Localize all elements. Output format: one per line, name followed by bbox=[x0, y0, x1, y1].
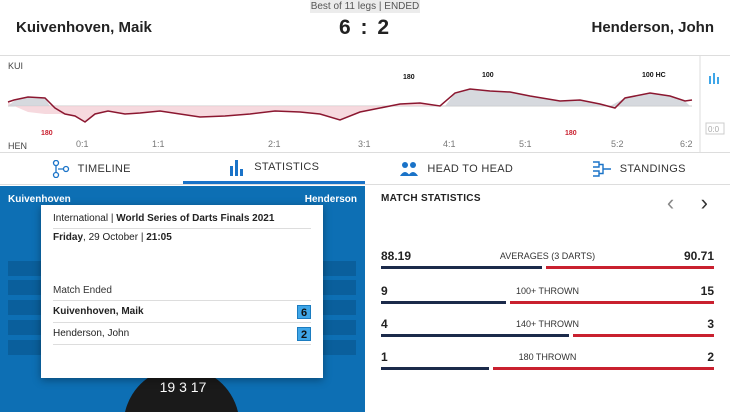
stat-bar-left bbox=[381, 334, 569, 337]
popup-player-row[interactable]: Henderson, John 2 bbox=[53, 323, 311, 345]
match-info-popup: International | World Series of Darts Fi… bbox=[41, 205, 323, 378]
side-box bbox=[705, 122, 725, 135]
player1-name[interactable]: Kuivenhoven, Maik bbox=[16, 19, 152, 36]
competition-line: International | World Series of Darts Fi… bbox=[53, 211, 311, 229]
popup-player-row[interactable]: Kuivenhoven, Maik 6 bbox=[53, 301, 311, 323]
tab-standings[interactable]: STANDINGS bbox=[548, 153, 730, 184]
annotation-180-bottom: 180 bbox=[41, 130, 53, 137]
stat-row: 9 100+ THROWN 15 bbox=[381, 284, 714, 304]
match-day: Friday bbox=[53, 232, 84, 243]
standings-icon bbox=[592, 160, 611, 177]
match-status: Best of 11 legs | ENDED bbox=[310, 0, 420, 13]
x-tick: 1:1 bbox=[152, 139, 165, 149]
stat-row: 4 140+ THROWN 3 bbox=[381, 317, 714, 337]
momentum-chart-svg: KUI HEN 0:1 1:1 2:1 3:1 4:1 5:1 5:2 6:2 … bbox=[7, 56, 725, 153]
stat-label: AVERAGES (3 DARTS) bbox=[499, 251, 596, 261]
tab-label: TIMELINE bbox=[77, 162, 131, 175]
chevron-right-icon[interactable]: › bbox=[700, 190, 708, 215]
annotation-100hc: 100 HC bbox=[642, 72, 666, 79]
tab-timeline[interactable]: TIMELINE bbox=[0, 153, 183, 184]
stat-bar-left bbox=[381, 301, 506, 304]
stat-right-value: 2 bbox=[707, 350, 714, 364]
head-to-head-icon bbox=[400, 161, 419, 176]
side-box-label: 0:0 bbox=[708, 125, 720, 134]
chart-top-label: KUI bbox=[8, 61, 23, 71]
match-date: , 29 October | bbox=[83, 232, 144, 243]
match-ended-label: Match Ended bbox=[53, 285, 311, 301]
competition-prefix: International | bbox=[53, 213, 114, 224]
board-numbers: 19 3 17 bbox=[160, 379, 207, 395]
stat-left-value: 4 bbox=[381, 317, 388, 331]
chart-area-negative bbox=[8, 102, 440, 122]
stat-bar-left bbox=[381, 367, 489, 370]
stat-left-value: 9 bbox=[381, 284, 388, 298]
chevron-left-icon[interactable]: ‹ bbox=[666, 190, 675, 215]
competition-name[interactable]: World Series of Darts Finals 2021 bbox=[116, 213, 275, 224]
stat-label: 140+ THROWN bbox=[515, 319, 580, 329]
match-score: 6 : 2 bbox=[338, 16, 392, 39]
tab-label: STANDINGS bbox=[619, 162, 686, 175]
chart-bars-icon[interactable] bbox=[709, 73, 719, 84]
stat-right-value: 15 bbox=[700, 284, 714, 298]
stat-bar-right bbox=[492, 367, 714, 370]
stat-label: 100+ THROWN bbox=[515, 286, 580, 296]
stat-bar-right bbox=[509, 301, 714, 304]
popup-player2-score: 2 bbox=[297, 326, 311, 341]
chart-x-ticks: 0:1 1:1 2:1 3:1 4:1 5:1 5:2 6:2 bbox=[76, 139, 693, 149]
match-statistics-panel: MATCH STATISTICS ‹ › 88.19 AVERAGES (3 D… bbox=[365, 186, 730, 412]
stat-left-value: 1 bbox=[381, 350, 388, 364]
match-time: 21:05 bbox=[146, 232, 172, 243]
stat-bar-right bbox=[546, 266, 714, 269]
chart-area-positive bbox=[8, 89, 690, 106]
x-tick: 0:1 bbox=[76, 139, 89, 149]
dartboard: 19 3 17 bbox=[125, 367, 238, 412]
x-tick: 6:2 bbox=[680, 139, 693, 149]
momentum-chart: KUI HEN 0:1 1:1 2:1 3:1 4:1 5:1 5:2 6:2 … bbox=[0, 56, 730, 153]
x-tick: 5:2 bbox=[611, 139, 624, 149]
board-away-name: Henderson bbox=[304, 194, 357, 205]
x-tick: 5:1 bbox=[519, 139, 532, 149]
player2-name[interactable]: Henderson, John bbox=[591, 19, 714, 36]
stats-nav: ‹ › bbox=[667, 190, 708, 216]
tab-head-to-head[interactable]: HEAD TO HEAD bbox=[365, 153, 548, 184]
statistics-icon bbox=[230, 160, 244, 176]
date-line: Friday, 29 October | 21:05 bbox=[53, 229, 311, 243]
tab-statistics[interactable]: STATISTICS bbox=[182, 153, 365, 184]
stat-row: 88.19 AVERAGES (3 DARTS) 90.71 bbox=[381, 249, 714, 269]
stat-row: 1 180 THROWN 2 bbox=[381, 350, 714, 370]
x-tick: 2:1 bbox=[268, 139, 281, 149]
stat-bar-left bbox=[381, 266, 543, 269]
tab-bar: TIMELINE STATISTICS HEAD TO HEAD STANDIN… bbox=[0, 153, 730, 185]
stat-left-value: 88.19 bbox=[381, 249, 412, 263]
stat-label: 180 THROWN bbox=[518, 352, 577, 362]
popup-player2: Henderson, John bbox=[53, 328, 130, 339]
annotation-180-bottom: 180 bbox=[565, 130, 577, 137]
x-tick: 4:1 bbox=[443, 139, 456, 149]
annotation-180: 180 bbox=[403, 74, 415, 81]
timeline-icon bbox=[52, 159, 69, 178]
stat-right-value: 90.71 bbox=[683, 249, 714, 263]
tab-label: HEAD TO HEAD bbox=[427, 162, 514, 175]
stat-bar-right bbox=[572, 334, 714, 337]
popup-player1: Kuivenhoven, Maik bbox=[53, 306, 144, 317]
annotation-100: 100 bbox=[482, 72, 494, 79]
chart-line bbox=[7, 88, 693, 123]
popup-player1-score: 6 bbox=[297, 304, 311, 319]
board-home-name: Kuivenhoven bbox=[8, 194, 71, 205]
tab-label: STATISTICS bbox=[254, 161, 320, 173]
match-statistics-title: MATCH STATISTICS bbox=[381, 193, 481, 204]
chart-bottom-label: HEN bbox=[8, 141, 27, 151]
x-tick: 3:1 bbox=[358, 139, 371, 149]
match-header: Best of 11 legs | ENDED Kuivenhoven, Mai… bbox=[0, 0, 730, 56]
stat-right-value: 3 bbox=[707, 317, 714, 331]
